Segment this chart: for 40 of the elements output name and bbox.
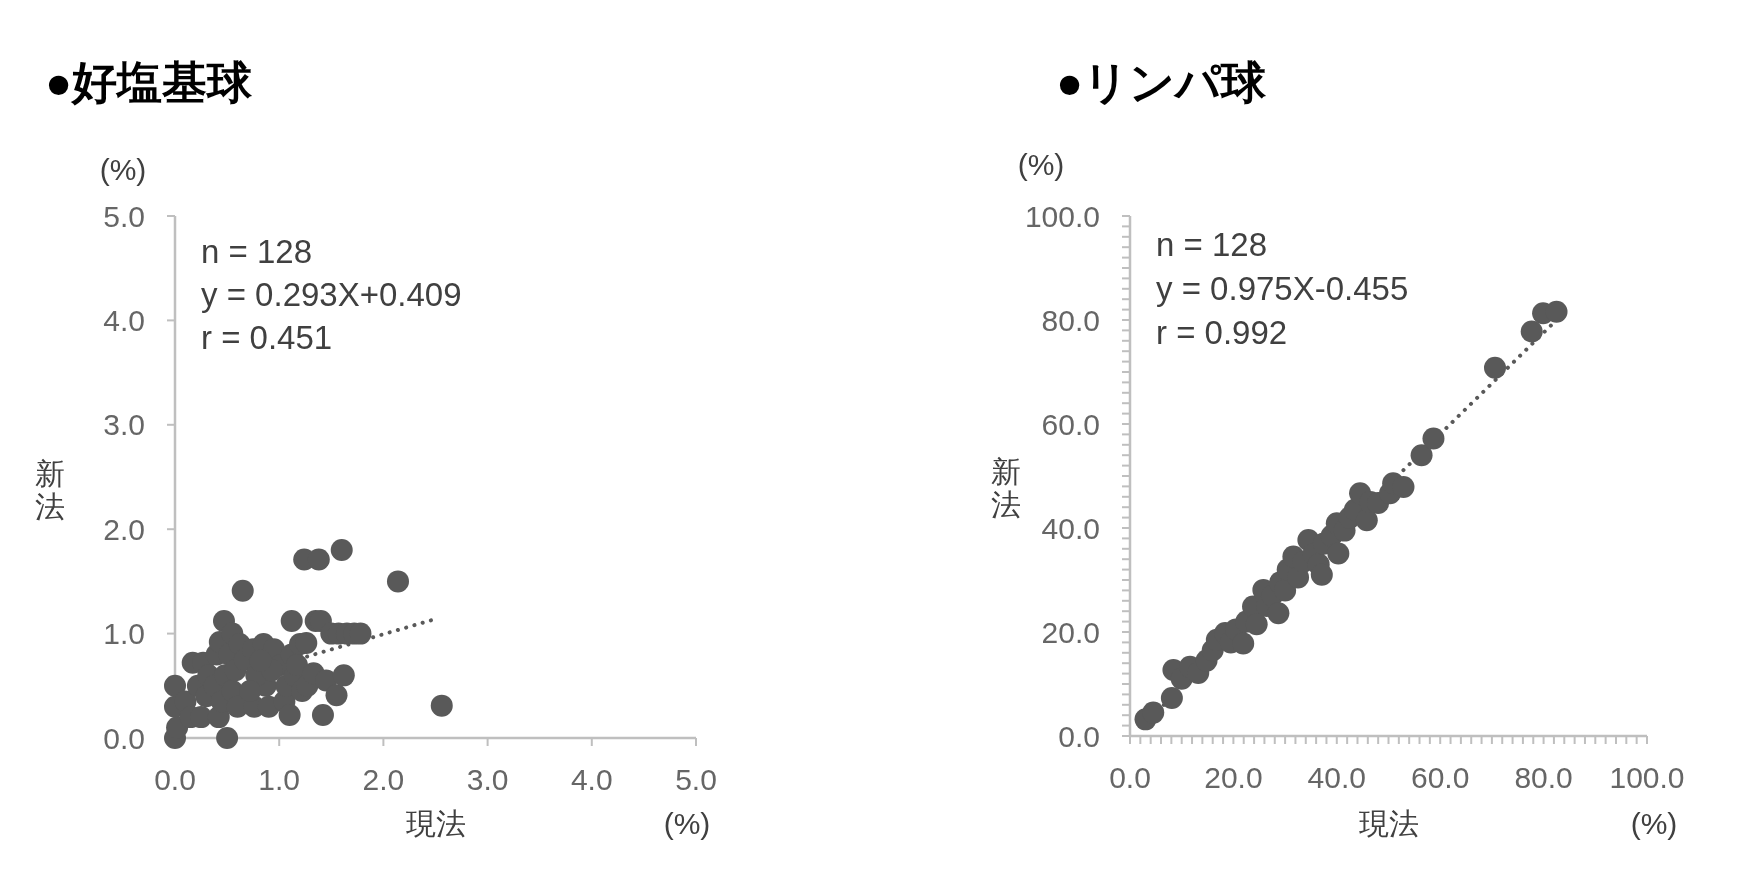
y-tick-label: 60.0 bbox=[1041, 407, 1100, 441]
annotation: y = 0.293X+0.409 bbox=[201, 275, 462, 313]
chart-title: ●リンパ球 bbox=[1056, 56, 1267, 108]
text: (%) bbox=[1017, 148, 1065, 181]
x-tick-label: 4.0 bbox=[570, 763, 613, 797]
text: (%) bbox=[99, 153, 147, 186]
y-tick-label: 4.0 bbox=[103, 304, 145, 338]
y-tick-label: 100.0 bbox=[1024, 199, 1100, 233]
annotation: n = 128 bbox=[1156, 225, 1268, 263]
chart-title: ●好塩基球 bbox=[45, 56, 253, 108]
x-tick-label: 0.0 bbox=[1109, 761, 1151, 795]
y-tick-label: 3.0 bbox=[103, 408, 145, 442]
y-tick-label: 2.0 bbox=[103, 512, 145, 546]
x-tick-label: 40.0 bbox=[1307, 761, 1366, 795]
x-tick-label: 1.0 bbox=[258, 763, 301, 797]
x-tick-label: 5.0 bbox=[675, 763, 717, 797]
y-tick-label: 5.0 bbox=[103, 199, 145, 233]
x-tick-label: 20.0 bbox=[1204, 761, 1263, 795]
x-tick-label: 0.0 bbox=[154, 763, 196, 797]
text: (%) bbox=[1630, 807, 1678, 840]
annotation: r = 0.992 bbox=[1156, 313, 1288, 351]
y-tick-label: 0.0 bbox=[103, 721, 145, 755]
x-axis-title: 現法 bbox=[405, 807, 466, 840]
y-tick-label: 80.0 bbox=[1041, 303, 1100, 337]
y-axis-title: 新法 bbox=[35, 457, 65, 523]
annotation: r = 0.451 bbox=[201, 318, 333, 356]
y-tick-label: 40.0 bbox=[1041, 511, 1100, 545]
y-tick-label: 20.0 bbox=[1041, 615, 1100, 649]
x-tick-label: 100.0 bbox=[1609, 761, 1685, 795]
y-tick-label: 1.0 bbox=[103, 617, 145, 651]
annotation: y = 0.975X-0.455 bbox=[1156, 269, 1409, 307]
x-tick-label: 3.0 bbox=[466, 763, 509, 797]
x-axis-title: 現法 bbox=[1358, 807, 1419, 840]
x-tick-label: 60.0 bbox=[1411, 761, 1470, 795]
y-tick-label: 0.0 bbox=[1058, 719, 1100, 753]
x-tick-label: 80.0 bbox=[1514, 761, 1573, 795]
text: (%) bbox=[663, 807, 711, 840]
y-axis-title: 新法 bbox=[991, 455, 1021, 521]
annotation: n = 128 bbox=[201, 232, 313, 270]
x-tick-label: 2.0 bbox=[362, 763, 405, 797]
